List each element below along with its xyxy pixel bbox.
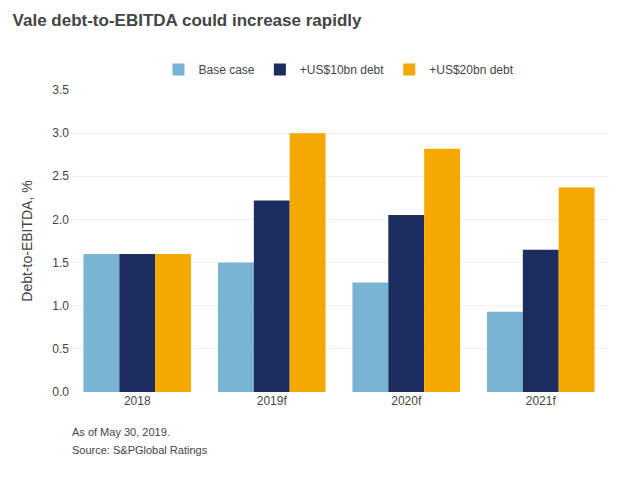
svg-text:Base case: Base case (199, 63, 255, 77)
svg-text:1.5: 1.5 (52, 256, 69, 270)
svg-text:+US$10bn debt: +US$10bn debt (300, 63, 384, 77)
svg-text:0.0: 0.0 (52, 385, 69, 399)
svg-text:+US$20bn debt: +US$20bn debt (429, 63, 513, 77)
svg-text:2.0: 2.0 (52, 213, 69, 227)
svg-text:2020f: 2020f (391, 394, 422, 408)
svg-text:2.5: 2.5 (52, 169, 69, 183)
svg-text:Vale debt-to-EBITDA could incr: Vale debt-to-EBITDA could increase rapid… (13, 11, 362, 30)
svg-text:2021f: 2021f (526, 394, 557, 408)
svg-text:As of May 30, 2019.: As of May 30, 2019. (72, 426, 170, 438)
svg-text:3.5: 3.5 (52, 83, 69, 97)
svg-text:2018: 2018 (124, 394, 151, 408)
svg-text:2019f: 2019f (257, 394, 288, 408)
svg-text:3.0: 3.0 (52, 126, 69, 140)
svg-text:Source: S&PGlobal Ratings: Source: S&PGlobal Ratings (72, 444, 208, 456)
svg-text:0.5: 0.5 (52, 342, 69, 356)
svg-text:Debt-to-EBITDA, %: Debt-to-EBITDA, % (19, 180, 35, 301)
svg-text:1.0: 1.0 (52, 299, 69, 313)
